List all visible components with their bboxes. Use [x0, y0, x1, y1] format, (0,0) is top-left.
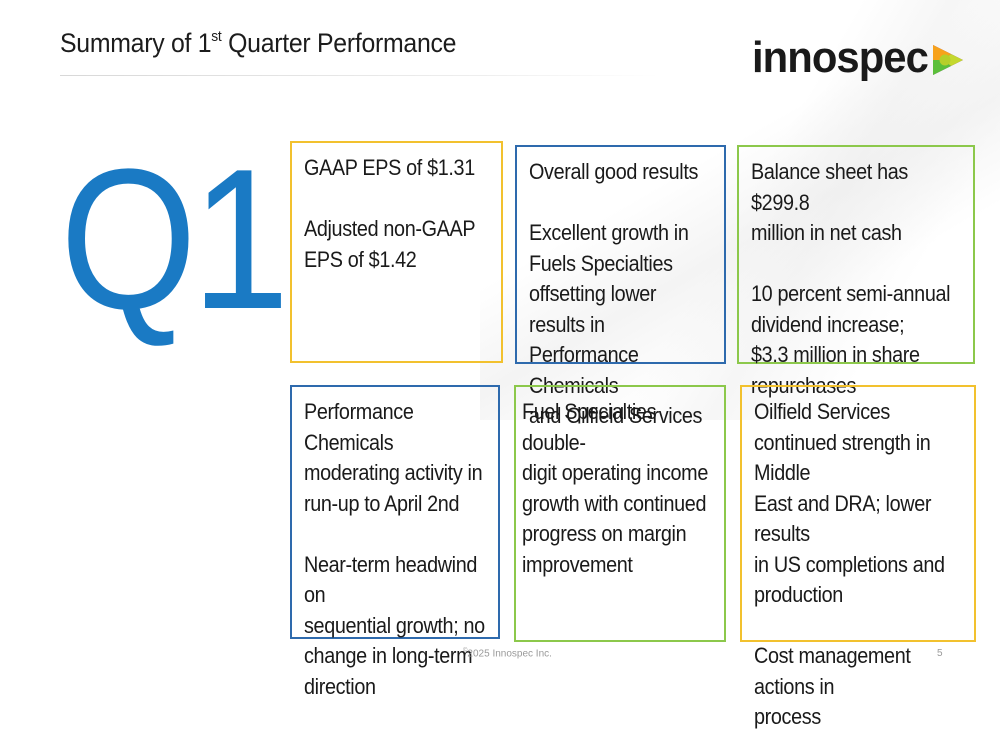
box-paragraph: Balance sheet has $299.8 million in net … [751, 159, 908, 245]
page-number: 5 [937, 648, 943, 659]
box-overall-results: Overall good results Excellent growth in… [515, 145, 726, 428]
box-paragraph: Cost management actions in process [754, 643, 911, 729]
box-gaap-eps: GAAP EPS of $1.31 Adjusted non-GAAP EPS … [290, 141, 503, 363]
box-paragraph: Fuel Specialties double- digit operating… [522, 399, 708, 577]
box-paragraph: Adjusted non-GAAP EPS of $1.42 [304, 216, 476, 272]
box-fuel-specialties: Fuel Specialties double- digit operating… [514, 385, 726, 642]
box-paragraph: Overall good results [529, 159, 699, 184]
box-paragraph: Near-term headwind on sequential growth;… [304, 551, 485, 699]
box-paragraph: Oilfield Services continued strength in … [754, 399, 945, 607]
arrow-play-icon [933, 45, 964, 75]
box-paragraph: GAAP EPS of $1.31 [304, 155, 475, 180]
box-oilfield-services: Oilfield Services continued strength in … [740, 385, 976, 729]
box-balance-sheet: Balance sheet has $299.8 million in net … [737, 145, 975, 398]
box-paragraph: 10 percent semi-annual dividend increase… [751, 281, 951, 398]
innospec-logo: innospec [752, 28, 965, 88]
slide-title: Summary of 1st Quarter Performance [60, 28, 457, 58]
box-paragraph: Excellent growth in Fuels Specialties of… [529, 220, 703, 428]
box-paragraph: Performance Chemicals moderating activit… [304, 399, 483, 516]
copyright-notice: ©2025 Innospec Inc. [463, 648, 552, 660]
title-divider [60, 75, 660, 76]
quarter-label: Q1 [60, 128, 289, 351]
box-performance-chemicals: Performance Chemicals moderating activit… [290, 385, 500, 699]
logo-wordmark: innospec [752, 33, 929, 82]
